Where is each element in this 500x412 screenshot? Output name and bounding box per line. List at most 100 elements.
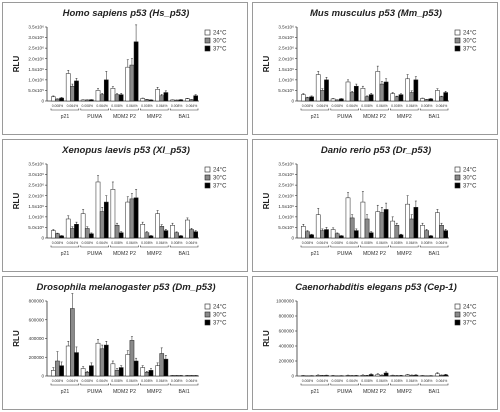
bar (309, 96, 314, 102)
bar (428, 98, 434, 102)
dose-label: 0.064% (126, 379, 138, 383)
group-bracket (360, 383, 389, 386)
bar (148, 99, 154, 102)
bar (74, 224, 79, 239)
dose-label: 0.064% (317, 241, 329, 245)
dose-label: 0.008% (421, 104, 433, 108)
y-tick-label: 200000 (279, 359, 295, 364)
y-tick-label: 2.0x10⁶ (28, 56, 44, 61)
y-tick-label: 400000 (279, 344, 295, 349)
bar (103, 79, 109, 102)
legend-label: 37°C (213, 321, 227, 327)
bar (65, 345, 71, 377)
legend-label: 30°C (463, 176, 477, 182)
dose-label: 0.064% (186, 379, 198, 383)
bar (89, 99, 94, 102)
dose-label: 0.008% (361, 241, 373, 245)
dose-label: 0.064% (317, 379, 329, 383)
chart-panel: Xenopus laevis p53 (Xl_p53) 0 5.0x10⁵ 1.0x1… (2, 139, 248, 272)
bar (99, 348, 105, 377)
bar (189, 229, 194, 239)
bar (413, 374, 419, 377)
group-label: p21 (311, 114, 320, 120)
bar (148, 235, 154, 239)
dose-label: 0.064% (186, 104, 198, 108)
y-tick-label: 3.5x10⁶ (28, 25, 44, 30)
bar (144, 372, 150, 377)
bar (74, 352, 79, 377)
bar (334, 233, 340, 239)
y-axis-label: RLU (262, 56, 271, 73)
y-tick-label: 1.0x10⁶ (278, 214, 294, 219)
legend-swatch (454, 303, 461, 310)
group-label: MMP2 (147, 114, 162, 120)
group-bracket (110, 245, 139, 248)
group-label: p21 (61, 114, 70, 120)
bar (185, 219, 190, 239)
bar (305, 231, 310, 239)
dose-label: 0.064% (376, 379, 388, 383)
dose-label: 0.008% (82, 379, 94, 383)
bar (193, 231, 199, 239)
bar (148, 370, 154, 377)
y-tick-label: 5.0x10⁵ (28, 88, 44, 93)
legend-swatch (454, 311, 461, 318)
dose-label: 0.008% (332, 104, 344, 108)
bar (95, 181, 101, 239)
bar (155, 365, 160, 377)
group-bracket (360, 108, 389, 111)
bar (114, 370, 120, 377)
legend-label: 30°C (463, 39, 477, 45)
group-bracket (80, 383, 109, 386)
group-label: MDM2 P2 (113, 251, 136, 257)
legend-label: 37°C (213, 184, 227, 190)
bar (360, 375, 366, 377)
legend-label: 24°C (463, 31, 477, 37)
group-label: p21 (311, 389, 320, 395)
y-tick-label: 2.0x10⁶ (278, 56, 294, 61)
bar (435, 90, 440, 102)
dose-label: 0.064% (126, 104, 138, 108)
legend-swatch (204, 174, 211, 181)
bar (420, 225, 425, 239)
bar (170, 225, 175, 239)
bar (155, 89, 160, 102)
bar (443, 92, 449, 102)
dose-label: 0.064% (376, 104, 388, 108)
bar (353, 85, 359, 102)
dose-label: 0.008% (171, 241, 183, 245)
bar (409, 375, 415, 377)
bar (368, 232, 374, 239)
dose-label: 0.008% (391, 104, 403, 108)
dose-label: 0.064% (96, 241, 108, 245)
chart-panel: Caenorhabditis elegans p53 (Cep-1) 0 20000… (252, 276, 498, 410)
bar (178, 235, 184, 239)
bar (339, 235, 344, 239)
group-label: MMP2 (397, 389, 412, 395)
bar (320, 90, 325, 102)
dose-label: 0.008% (52, 241, 64, 245)
bar (70, 85, 75, 102)
bar (133, 360, 139, 377)
legend-swatch (204, 45, 211, 52)
group-bracket (360, 245, 389, 248)
bar (59, 97, 64, 102)
bar (144, 99, 150, 102)
legend-label: 24°C (213, 31, 227, 37)
bar (379, 212, 385, 239)
dose-label: 0.064% (376, 241, 388, 245)
y-tick-label: 2.5x10⁶ (28, 183, 44, 188)
y-tick-label: 800000 (279, 314, 295, 319)
bar (420, 98, 425, 102)
dose-label: 0.008% (171, 104, 183, 108)
dose-label: 0.008% (52, 104, 64, 108)
dose-label: 0.008% (361, 379, 373, 383)
legend-swatch (204, 166, 211, 173)
bar (353, 230, 359, 239)
bar (435, 373, 440, 377)
legend-swatch (204, 29, 211, 36)
group-bracket (169, 108, 199, 111)
bar (398, 234, 404, 239)
y-tick-label: 3.5x10⁶ (278, 25, 294, 30)
y-tick-label: 3.0x10⁶ (28, 172, 44, 177)
